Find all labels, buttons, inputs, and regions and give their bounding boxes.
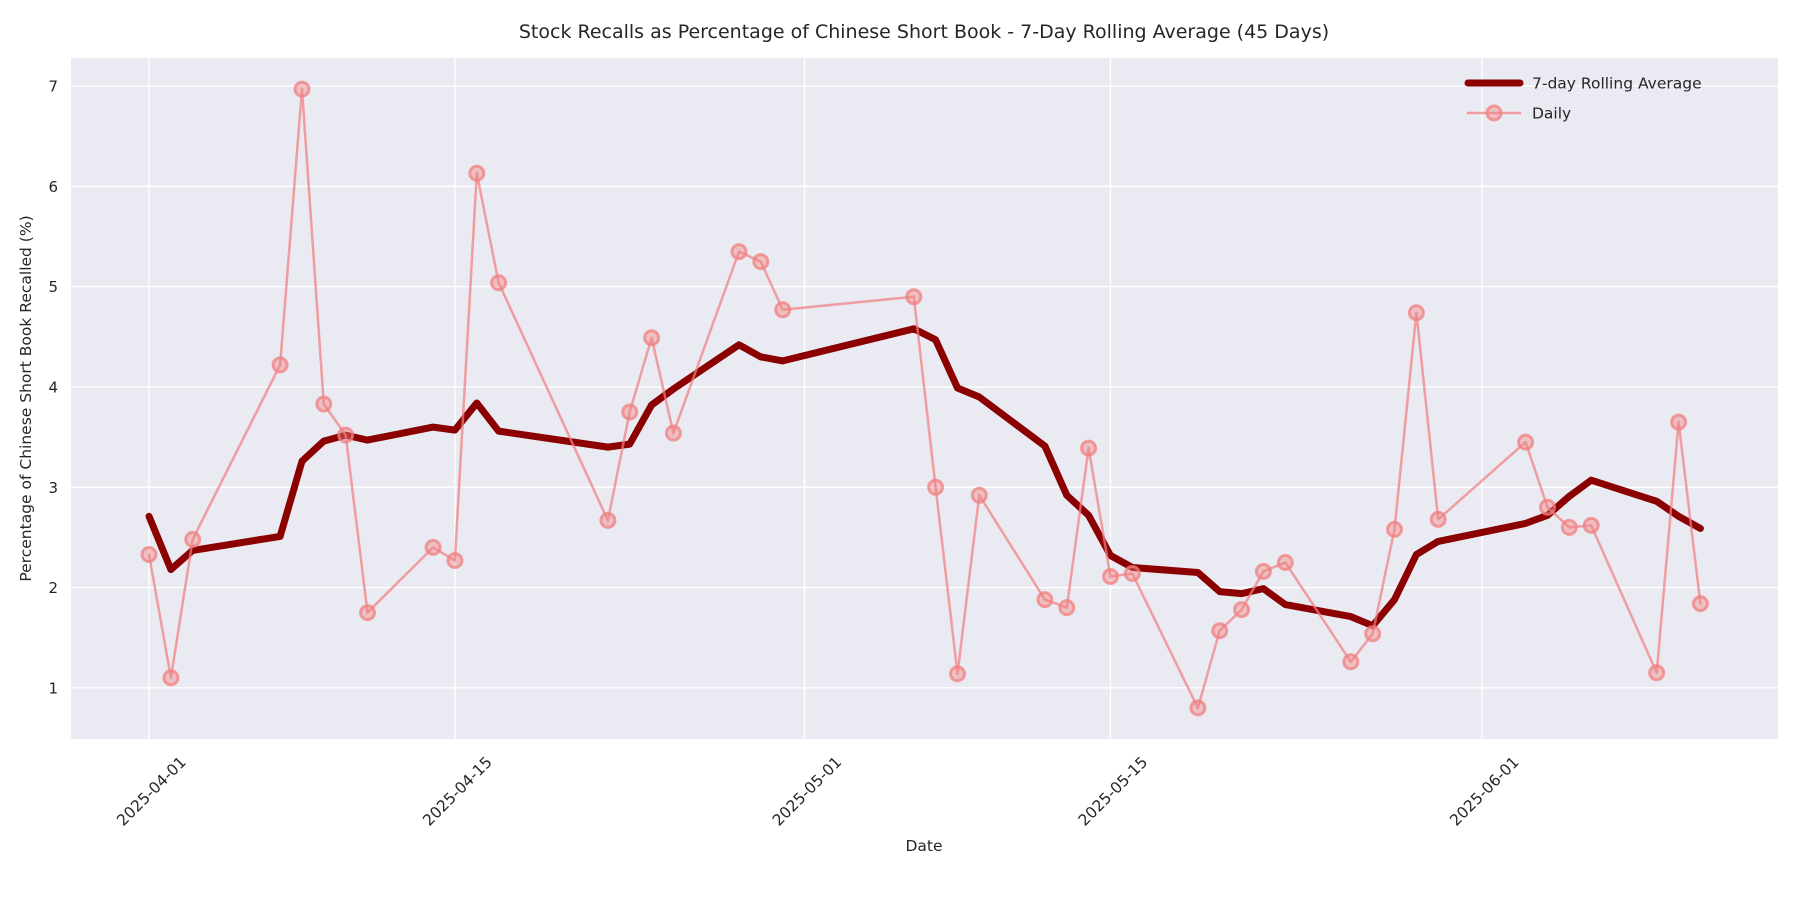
x-tick-label: 2025-06-01 <box>1446 753 1522 829</box>
y-tick-label: 6 <box>48 178 58 196</box>
x-tick-label: 2025-05-01 <box>769 753 845 829</box>
x-tick-label: 2025-05-15 <box>1075 753 1151 829</box>
daily-marker <box>905 288 923 306</box>
daily-marker <box>359 604 376 622</box>
legend-label: Daily <box>1532 105 1571 123</box>
daily-marker <box>162 669 180 687</box>
daily-marker <box>1364 625 1382 643</box>
daily-marker <box>949 665 966 683</box>
series-line <box>145 325 1704 630</box>
daily-marker <box>1648 664 1666 682</box>
daily-marker <box>468 164 486 182</box>
chart-title: Stock Recalls as Percentage of Chinese S… <box>519 21 1329 43</box>
daily-marker <box>315 395 333 413</box>
daily-marker <box>1276 554 1294 571</box>
y-tick-label: 7 <box>48 78 58 96</box>
y-tick-label: 4 <box>48 378 58 396</box>
daily-marker <box>1407 304 1425 322</box>
x-tick-label: 2025-04-01 <box>113 753 189 829</box>
daily-marker <box>774 301 792 319</box>
x-axis-label: Date <box>905 837 942 855</box>
daily-marker <box>1539 498 1556 516</box>
daily-marker <box>1429 510 1447 528</box>
daily-marker <box>1254 563 1272 580</box>
series-daily <box>140 80 1709 717</box>
y-tick-label: 1 <box>48 679 58 697</box>
legend-label: 7-day Rolling Average <box>1532 75 1702 93</box>
daily-marker <box>1211 622 1229 640</box>
daily-marker <box>1123 565 1141 582</box>
daily-marker <box>643 329 661 347</box>
daily-marker <box>271 356 289 374</box>
daily-marker <box>664 424 682 442</box>
daily-marker <box>730 243 748 261</box>
daily-marker <box>1189 699 1207 717</box>
y-tick-label: 2 <box>48 579 58 597</box>
daily-marker <box>1386 520 1403 538</box>
daily-marker <box>1691 595 1709 613</box>
legend: 7-day Rolling Average Daily <box>1464 75 1702 123</box>
y-tick-label: 3 <box>48 479 58 497</box>
series-rolling-average <box>145 325 1704 630</box>
x-tick-label: 2025-04-15 <box>419 753 495 829</box>
daily-marker <box>140 546 158 563</box>
daily-marker <box>490 274 508 292</box>
daily-marker <box>1036 591 1054 609</box>
daily-marker <box>1102 568 1119 585</box>
daily-marker <box>337 426 355 444</box>
daily-marker <box>927 478 945 496</box>
daily-marker <box>1058 599 1076 617</box>
series-line <box>147 87 1702 710</box>
series-layer <box>140 80 1709 717</box>
daily-marker <box>1517 433 1535 451</box>
y-axis-label: Percentage of Chinese Short Book Recalle… <box>17 215 35 581</box>
daily-marker <box>1080 439 1098 457</box>
daily-marker <box>970 486 988 504</box>
daily-marker <box>184 530 202 548</box>
daily-marker <box>293 80 311 98</box>
daily-marker <box>1560 518 1578 536</box>
daily-marker <box>424 538 442 556</box>
daily-marker <box>1233 601 1251 619</box>
daily-marker <box>621 403 639 421</box>
daily-marker <box>599 511 617 529</box>
daily-marker <box>446 552 464 569</box>
daily-marker <box>1342 653 1360 671</box>
legend-marker-sample <box>1485 104 1503 122</box>
daily-marker <box>1670 413 1688 431</box>
daily-marker <box>752 253 770 271</box>
legend-entry-daily: Daily <box>1466 104 1571 123</box>
y-tick-label: 5 <box>48 278 58 296</box>
legend-entry-rolling-average: 7-day Rolling Average <box>1464 75 1702 93</box>
daily-marker <box>1582 516 1600 534</box>
